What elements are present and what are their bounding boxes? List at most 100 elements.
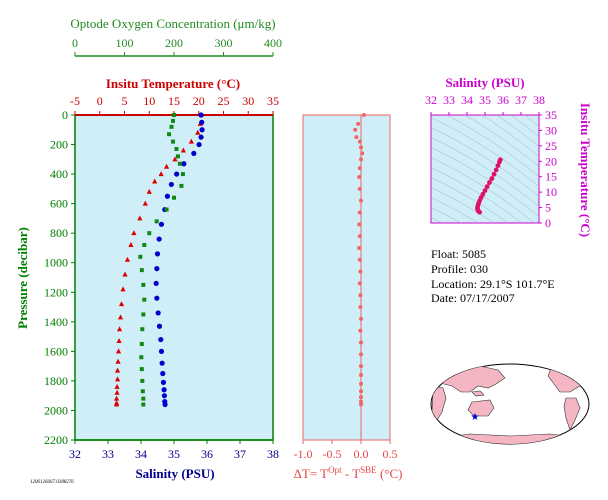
footer-code: 1206126667.0388276 bbox=[30, 480, 74, 485]
delta-t-plot: -1.0 -0.5 0.0 0.5 ΔT= TOpt - TSBE (°C) bbox=[294, 113, 402, 481]
ts-point bbox=[484, 184, 490, 189]
density-contour bbox=[431, 177, 509, 223]
profile-number: Profile: 030 bbox=[431, 262, 488, 276]
salinity-tick-label: 34 bbox=[135, 447, 147, 461]
delta-t-point bbox=[359, 381, 363, 386]
salinity-tick-label: 37 bbox=[234, 447, 246, 461]
delta-t-point bbox=[354, 135, 359, 140]
temperature-point bbox=[116, 326, 123, 332]
salinity-point bbox=[156, 323, 163, 329]
salinity-tick-label: 33 bbox=[102, 447, 114, 461]
ts-salinity-tick-label: 33 bbox=[443, 93, 455, 107]
oxygen-tick-label: 400 bbox=[264, 36, 282, 50]
salinity-point bbox=[160, 370, 166, 377]
temperature-point bbox=[163, 163, 170, 169]
salinity-point bbox=[168, 181, 174, 188]
pressure-tick-label: 400 bbox=[50, 167, 68, 181]
salinity-point bbox=[153, 280, 159, 287]
date: Date: 07/17/2007 bbox=[431, 291, 515, 305]
oxygen-tick-label: 100 bbox=[116, 36, 134, 50]
pressure-tick-label: 2200 bbox=[44, 433, 68, 447]
temperature-point bbox=[115, 358, 121, 364]
pressure-tick-label: 1800 bbox=[44, 374, 68, 388]
delta-t-point bbox=[358, 328, 363, 333]
oxygen-point bbox=[138, 254, 143, 259]
oxygen-point bbox=[142, 297, 147, 302]
density-contour bbox=[510, 115, 539, 137]
ts-plot-area bbox=[430, 114, 540, 224]
temperature-point bbox=[124, 256, 131, 262]
salinity-axis-label: Salinity (PSU) bbox=[135, 466, 214, 481]
temperature-point bbox=[142, 200, 148, 206]
salinity-point bbox=[162, 401, 168, 408]
ts-temperature-tick-label: 30 bbox=[545, 123, 557, 137]
ts-point bbox=[493, 167, 499, 173]
temperature-point bbox=[128, 242, 134, 247]
temperature-point bbox=[113, 395, 120, 401]
delta-t-point bbox=[358, 269, 363, 274]
temperature-point bbox=[114, 389, 120, 395]
delta-t-point bbox=[357, 139, 362, 144]
oxygen-point bbox=[179, 183, 184, 188]
delta-t-tick-label: -1.0 bbox=[294, 447, 313, 461]
delta-t-point bbox=[357, 186, 362, 191]
salinity-point bbox=[161, 393, 168, 399]
oxygen-point bbox=[140, 327, 145, 332]
delta-t-point bbox=[359, 364, 363, 369]
salinity-point bbox=[198, 112, 204, 118]
pressure-tick-label: 2000 bbox=[44, 403, 68, 417]
ts-salinity-tick-label: 32 bbox=[425, 93, 437, 107]
delta-t-point bbox=[357, 281, 362, 286]
ts-point bbox=[489, 176, 495, 181]
oxygen-point bbox=[139, 355, 144, 360]
pressure-tick-label: 1400 bbox=[44, 315, 68, 329]
ts-point bbox=[491, 171, 497, 177]
ts-temperature-label: Insitu Temperature (°C) bbox=[578, 103, 593, 237]
temperature-point bbox=[116, 338, 122, 344]
delta-t-point bbox=[353, 127, 358, 132]
oxygen-point bbox=[139, 367, 144, 372]
oxygen-point bbox=[180, 172, 185, 177]
temperature-point bbox=[146, 188, 152, 194]
density-contour bbox=[431, 137, 539, 207]
salinity-point bbox=[181, 161, 187, 167]
profile-plot-area bbox=[74, 114, 274, 441]
delta-t-point bbox=[357, 245, 362, 250]
salinity-point bbox=[158, 336, 164, 343]
temperature-point bbox=[158, 171, 164, 177]
ts-salinity-tick-label: 38 bbox=[533, 93, 545, 107]
ts-salinity-tick-label: 37 bbox=[515, 93, 527, 107]
ts-temperature-tick-label: 25 bbox=[545, 139, 557, 153]
oxygen-point bbox=[172, 113, 176, 117]
density-contour bbox=[431, 157, 535, 223]
temperature-tick-label: 25 bbox=[218, 94, 230, 108]
map-land-australia bbox=[467, 399, 495, 417]
salinity-point bbox=[160, 379, 167, 385]
oxygen-point bbox=[164, 207, 169, 212]
oxygen-axis-label: Optode Oxygen Concentration (μm/kg) bbox=[70, 16, 275, 31]
delta-t-point bbox=[357, 166, 362, 171]
salinity-tick-label: 35 bbox=[168, 447, 180, 461]
oxygen-point bbox=[154, 219, 159, 224]
ts-salinity-tick-label: 34 bbox=[461, 93, 473, 107]
salinity-point bbox=[199, 127, 205, 133]
density-contour bbox=[431, 207, 462, 223]
salinity-point bbox=[158, 348, 165, 354]
float-info: Float: 5085 Profile: 030 Location: 29.1°… bbox=[431, 247, 555, 305]
ts-temperature-tick-label: 20 bbox=[545, 154, 557, 168]
delta-t-point bbox=[357, 222, 362, 227]
oxygen-point bbox=[171, 118, 176, 123]
temperature-point bbox=[180, 147, 187, 153]
delta-t-point bbox=[359, 402, 363, 407]
oxygen-point bbox=[169, 124, 174, 129]
map-land-antarctica bbox=[431, 433, 589, 444]
delta-t-point bbox=[359, 340, 363, 345]
ts-temperature-tick-label: 35 bbox=[545, 108, 557, 122]
temperature-point bbox=[122, 271, 128, 277]
oxygen-point bbox=[141, 396, 146, 401]
temperature-point bbox=[195, 129, 201, 135]
density-contour bbox=[464, 115, 539, 167]
temperature-tick-label: 10 bbox=[143, 94, 155, 108]
